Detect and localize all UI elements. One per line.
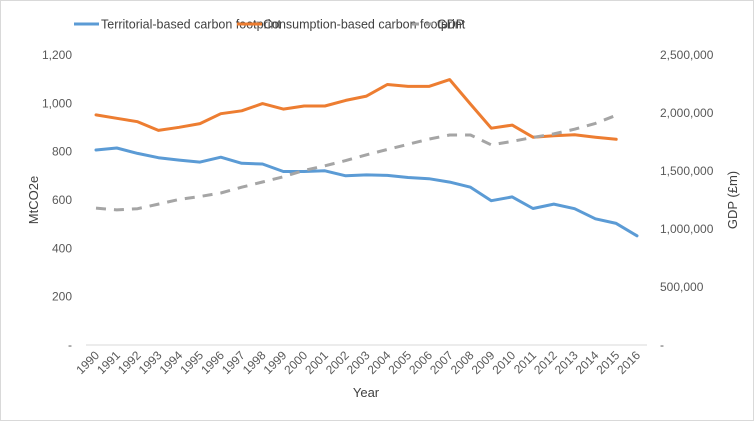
y2-tick-label: 1,500,000 [660, 164, 714, 178]
x-axis: 1990199119921993199419951996199719981999… [73, 348, 643, 377]
legend-item: GDP [412, 18, 464, 32]
legend-item: Territorial-based carbon footprint [74, 18, 281, 32]
y2-tick-label: 500,000 [660, 280, 704, 294]
y-tick-label: - [68, 338, 72, 352]
y2-tick-label: 1,000,000 [660, 222, 714, 236]
y-axis-title: MtCO2e [26, 176, 41, 224]
legend-label: Territorial-based carbon footprint [101, 18, 281, 32]
y2-axis-title: GDP (£m) [725, 171, 740, 229]
y-tick-label: 400 [52, 241, 72, 255]
legend-label: GDP [437, 18, 464, 32]
series-line-consumption [94, 78, 618, 141]
legend: Territorial-based carbon footprintConsum… [74, 18, 466, 32]
series-group [94, 78, 639, 238]
legend-item: Consumption-based carbon footprint [237, 18, 466, 32]
y-axis-left: - 200 400 600 800 1,000 1,200 [42, 48, 72, 352]
y2-tick-label: - [660, 338, 664, 352]
y-tick-label: 200 [52, 290, 72, 304]
x-tick-label: 2016 [614, 348, 643, 377]
x-axis-title: Year [353, 385, 380, 400]
legend-label: Consumption-based carbon footprint [263, 18, 466, 32]
y-tick-label: 600 [52, 193, 72, 207]
y-tick-label: 1,000 [42, 96, 72, 110]
y-tick-label: 800 [52, 145, 72, 159]
y-axis-right: - 500,000 1,000,000 1,500,000 2,000,000 2,500… [660, 48, 714, 352]
y2-tick-label: 2,000,000 [660, 106, 714, 120]
y2-tick-label: 2,500,000 [660, 48, 714, 62]
y-tick-label: 1,200 [42, 48, 72, 62]
series-line-territorial [94, 146, 639, 238]
